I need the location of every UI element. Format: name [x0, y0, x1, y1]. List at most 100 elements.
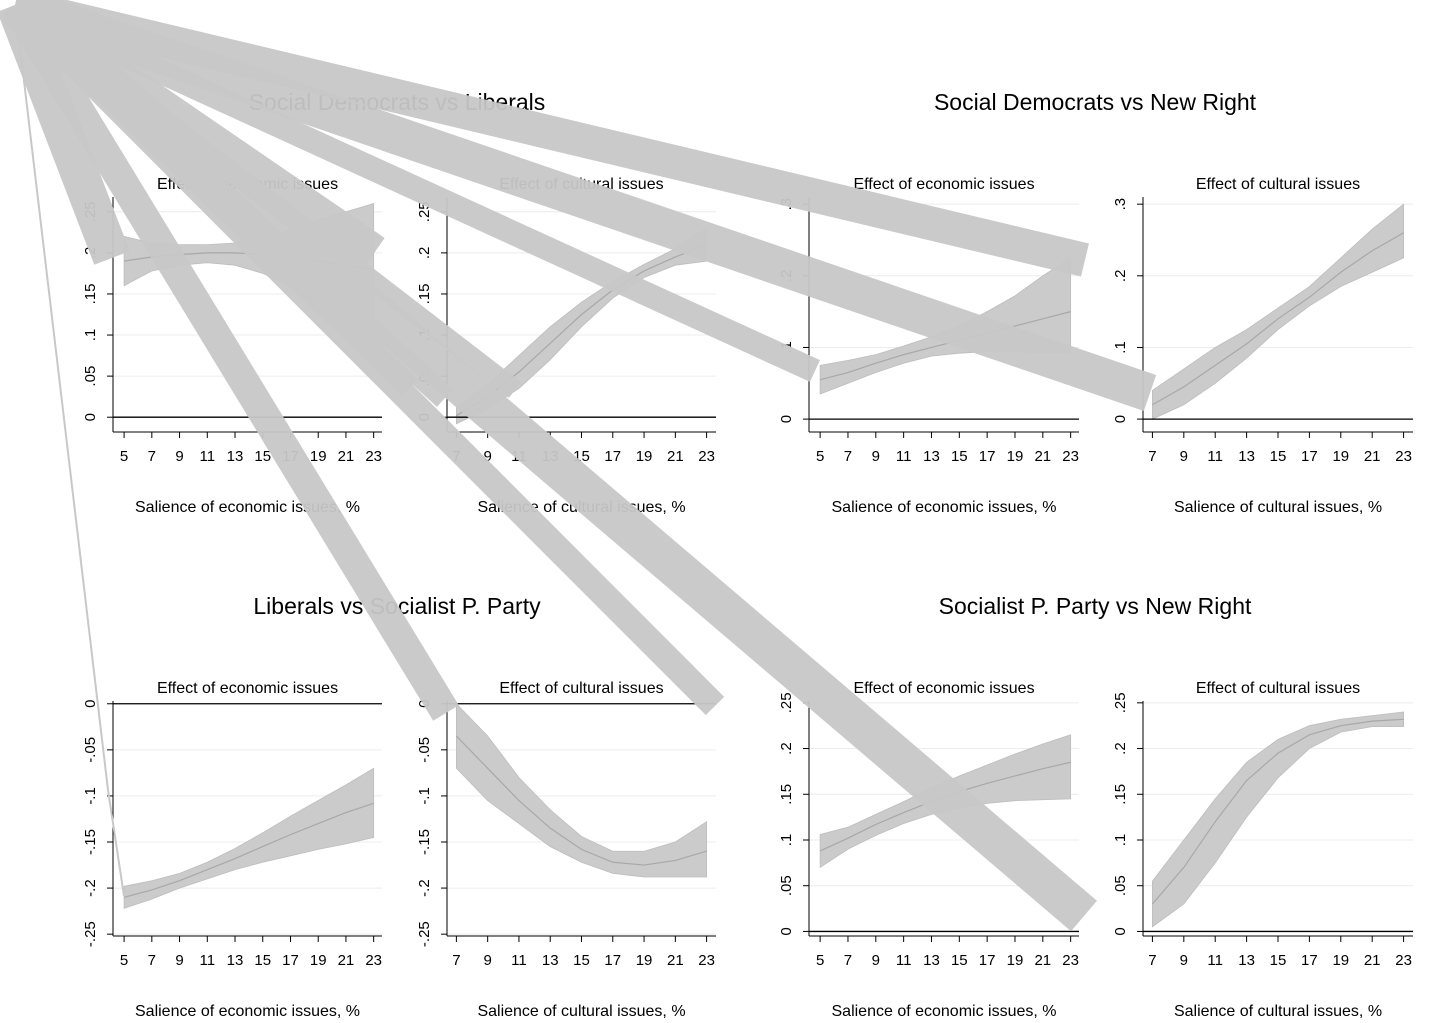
panel-title: Effect of cultural issues: [1196, 176, 1360, 193]
y-tick-label: .2: [1112, 270, 1129, 283]
x-tick-label: 17: [604, 448, 621, 465]
x-tick-label: 21: [338, 448, 355, 465]
x-tick-label: 17: [1301, 952, 1318, 969]
x-tick-label: 23: [698, 952, 715, 969]
x-tick-label: 19: [1007, 952, 1024, 969]
y-tick-label: -.25: [82, 921, 99, 947]
y-tick-label: .15: [1112, 784, 1129, 805]
y-tick-label: -.25: [416, 921, 433, 947]
panel-title: Effect of cultural issues: [1196, 680, 1360, 697]
x-tick-label: 11: [1207, 448, 1223, 465]
fan-stroke: [2, 0, 459, 721]
x-tick-label: 21: [1034, 448, 1051, 465]
y-tick-label: -.15: [416, 829, 433, 855]
x-axis-label: Salience of economic issues, %: [832, 499, 1057, 516]
y-tick-label: .05: [82, 366, 99, 387]
fan-overlay: [0, 0, 1157, 932]
x-tick-label: 15: [951, 952, 968, 969]
x-tick-label: 23: [1395, 952, 1412, 969]
mean-line: [1152, 232, 1404, 406]
x-tick-label: 11: [199, 448, 215, 465]
y-tick-label: .15: [778, 784, 795, 805]
fan-stroke: [0, 0, 130, 265]
x-tick-label: 9: [1180, 952, 1188, 969]
y-tick-label: -.1: [82, 787, 99, 805]
x-tick-label: 9: [1180, 448, 1188, 465]
x-tick-label: 13: [923, 448, 940, 465]
y-tick-label: 0: [778, 927, 795, 935]
y-tick-label: .2: [416, 247, 433, 260]
x-tick-label: 23: [1062, 448, 1079, 465]
y-tick-label: .2: [778, 742, 795, 755]
mean-line: [455, 735, 707, 866]
section-title-sd-vs-new-right: Social Democrats vs New Right: [934, 89, 1257, 115]
x-axis-label: Salience of cultural issues, %: [1174, 499, 1382, 516]
panel-3: 0 .1 .2 .3 7 9 11 13 15 17 19 21 23 Effect of cultura…: [1112, 176, 1413, 516]
confidence-band: [1152, 711, 1404, 928]
x-tick-label: 17: [979, 448, 996, 465]
x-tick-label: 21: [1364, 952, 1381, 969]
panel-4: 0 -.05 -.1 -.15 -.2 -.25 5 7 9 11 13 15 17 19 21 23 Effe…: [82, 680, 382, 1020]
x-tick-label: 7: [148, 448, 156, 465]
x-tick-label: 13: [542, 952, 559, 969]
y-tick-label: 0: [82, 413, 99, 421]
x-tick-label: 17: [604, 952, 621, 969]
y-tick-label: 0: [778, 415, 795, 423]
x-tick-label: 7: [1148, 448, 1156, 465]
x-tick-label: 15: [254, 952, 271, 969]
x-tick-label: 19: [310, 952, 327, 969]
x-tick-label: 19: [1332, 448, 1349, 465]
fan-stroke: [10, 0, 820, 382]
x-tick-label: 13: [227, 448, 244, 465]
x-tick-label: 21: [667, 952, 684, 969]
panel-7: 0 .05 .1 .15 .2 .25 7 9 11 13 15 17 19 21 23 Effect of …: [1112, 680, 1413, 1020]
x-tick-label: 21: [338, 952, 355, 969]
x-tick-label: 21: [667, 448, 684, 465]
x-tick-label: 15: [1270, 952, 1287, 969]
x-tick-label: 23: [365, 952, 382, 969]
x-tick-label: 13: [1238, 952, 1255, 969]
fan-stroke: [14, 4, 125, 897]
x-tick-label: 19: [636, 952, 653, 969]
y-tick-label: .15: [416, 284, 433, 305]
x-tick-label: 9: [175, 952, 183, 969]
x-tick-label: 15: [573, 952, 590, 969]
x-tick-label: 7: [148, 952, 156, 969]
x-tick-label: 13: [227, 952, 244, 969]
x-tick-label: 13: [923, 952, 940, 969]
x-axis-label: Salience of cultural issues, %: [477, 1003, 685, 1020]
x-tick-label: 7: [844, 448, 852, 465]
x-axis-label: Salience of cultural issues, %: [1174, 1003, 1382, 1020]
y-tick-label: .1: [1112, 341, 1129, 354]
x-tick-label: 17: [282, 952, 299, 969]
x-tick-label: 5: [816, 448, 824, 465]
x-tick-label: 9: [483, 952, 491, 969]
y-tick-label: -.15: [82, 829, 99, 855]
x-tick-label: 19: [636, 448, 653, 465]
y-tick-label: 0: [82, 700, 99, 708]
confidence-band: [123, 767, 375, 909]
y-tick-label: .3: [1112, 198, 1129, 211]
y-tick-label: .25: [1112, 692, 1129, 713]
panel-title: Effect of economic issues: [853, 176, 1034, 193]
y-tick-label: .15: [82, 284, 99, 305]
x-tick-label: 5: [120, 448, 128, 465]
y-tick-label: 0: [1112, 927, 1129, 935]
x-tick-label: 19: [1332, 952, 1349, 969]
fan-stroke: [8, 0, 1157, 411]
x-tick-label: 23: [1395, 448, 1412, 465]
fan-stroke: [11, 0, 1089, 277]
y-tick-label: .05: [778, 875, 795, 896]
x-tick-label: 11: [199, 952, 215, 969]
x-tick-label: 17: [979, 952, 996, 969]
panel-2: 0.1.2.357911131517192123Effect of econom…: [778, 176, 1079, 516]
x-tick-label: 13: [1238, 448, 1255, 465]
panel-title: Effect of cultural issues: [499, 680, 663, 697]
x-tick-label: 19: [1007, 448, 1024, 465]
x-tick-label: 17: [1301, 448, 1318, 465]
y-tick-label: -.05: [82, 737, 99, 763]
x-tick-label: 11: [896, 448, 912, 465]
x-tick-label: 11: [896, 952, 912, 969]
x-axis-label: Salience of economic issues, %: [832, 1003, 1057, 1020]
